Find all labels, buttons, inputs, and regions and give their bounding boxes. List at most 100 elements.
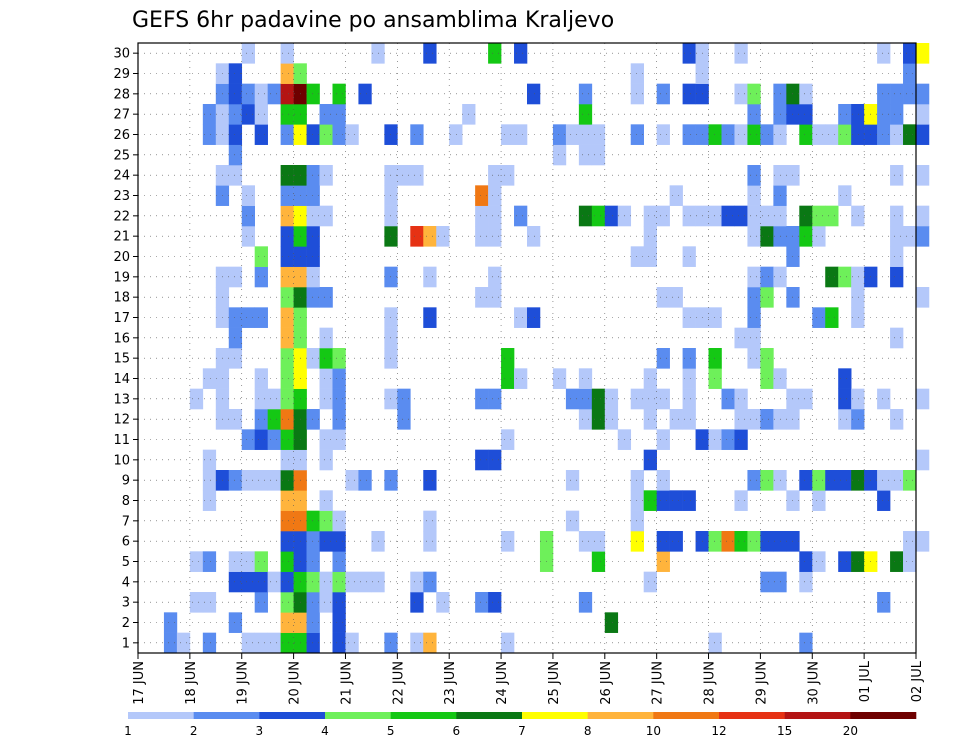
heatmap-cell: [825, 470, 839, 491]
heatmap-cell: [760, 470, 774, 491]
heatmap-cell: [604, 409, 619, 430]
heatmap-cell: [397, 165, 411, 186]
heatmap-cell: [838, 124, 852, 145]
legend-swatch: [653, 712, 720, 719]
heatmap-cell: [643, 226, 657, 247]
heatmap-cell: [643, 490, 657, 511]
y-tick-label: 5: [122, 555, 130, 570]
y-tick-label: 19: [113, 270, 130, 285]
heatmap-cell: [890, 409, 904, 430]
heatmap-cell: [202, 632, 217, 654]
heatmap-cell: [656, 124, 670, 145]
heatmap-cell: [384, 470, 398, 491]
heatmap-cell: [228, 327, 243, 349]
heatmap-cell: [306, 348, 320, 369]
heatmap-cell: [228, 165, 243, 186]
heatmap-cell: [527, 307, 541, 328]
heatmap-cell: [410, 632, 424, 654]
heatmap-cell: [280, 226, 294, 247]
y-tick-label: 7: [122, 514, 130, 529]
heatmap-cell: [280, 592, 294, 613]
heatmap-cell: [708, 205, 722, 227]
heatmap-cell: [254, 368, 268, 389]
heatmap-cell: [591, 388, 606, 410]
heatmap-cell: [384, 226, 398, 247]
heatmap-cell: [565, 124, 580, 145]
heatmap-cell: [319, 287, 333, 308]
heatmap-cell: [708, 124, 722, 145]
heatmap-cell: [280, 551, 294, 572]
heatmap-cell: [241, 226, 255, 247]
x-tick-label: 18 JUN: [184, 661, 199, 705]
legend-swatch: [587, 712, 654, 719]
heatmap-cell: [656, 490, 670, 511]
heatmap-cell: [384, 632, 398, 654]
heatmap-cell: [916, 124, 930, 145]
heatmap-cell: [306, 510, 320, 532]
heatmap-cell: [721, 388, 735, 410]
heatmap-cell: [747, 266, 761, 288]
plot-frame: [137, 42, 917, 654]
heatmap-cell: [630, 124, 644, 145]
heatmap-cell: [747, 185, 761, 206]
heatmap-cell: [163, 612, 178, 633]
heatmap-cell: [578, 83, 593, 105]
heatmap-cell: [656, 287, 670, 308]
heatmap-cell: [319, 104, 333, 125]
heatmap-cell: [682, 348, 696, 369]
heatmap-cell: [280, 287, 294, 308]
heatmap-cell: [306, 571, 320, 593]
heatmap-cell: [423, 43, 437, 64]
heatmap-cell: [565, 510, 580, 532]
heatmap-cell: [747, 83, 761, 105]
heatmap-cell: [423, 531, 437, 552]
heatmap-cell: [630, 246, 644, 267]
heatmap-cell: [656, 531, 670, 552]
heatmap-cell: [189, 388, 204, 410]
heatmap-cell: [280, 266, 294, 288]
heatmap-cell: [384, 165, 398, 186]
heatmap-cell: [241, 551, 255, 572]
heatmap-cell: [332, 409, 346, 430]
heatmap-cell: [423, 307, 437, 328]
heatmap-cell: [630, 510, 644, 532]
heatmap-cell: [475, 449, 489, 471]
heatmap-cell: [682, 83, 696, 105]
heatmap-cell: [280, 571, 294, 593]
heatmap-cell: [306, 266, 320, 288]
heatmap-cell: [306, 246, 320, 267]
x-tick-label: 17 JUN: [132, 661, 147, 705]
legend-label: 12: [711, 724, 726, 738]
heatmap-cell: [267, 409, 281, 430]
heatmap-cell: [877, 124, 891, 145]
heatmap-cell: [306, 612, 320, 633]
heatmap-cell: [280, 368, 294, 389]
heatmap-cell: [825, 124, 839, 145]
y-tick-label: 21: [113, 230, 130, 245]
heatmap-cell: [241, 470, 255, 491]
heatmap-cell: [552, 144, 567, 166]
heatmap-cell: [202, 551, 217, 572]
heatmap-cell: [604, 388, 619, 410]
heatmap-cell: [319, 348, 333, 369]
heatmap-cell: [319, 531, 333, 552]
heatmap-cell: [916, 43, 930, 64]
y-tick-label: 23: [113, 189, 130, 204]
heatmap-cell: [890, 205, 904, 227]
x-tick-label: 21 JUN: [340, 661, 355, 705]
heatmap-cell: [332, 388, 346, 410]
chart-title: GEFS 6hr padavine po ansamblima Kraljevo: [132, 8, 614, 33]
heatmap-cell: [838, 470, 852, 491]
heatmap-cell: [280, 43, 294, 64]
heatmap-cell: [682, 388, 696, 410]
heatmap-cell: [202, 490, 217, 511]
heatmap-cell: [306, 632, 320, 654]
heatmap-cell: [734, 124, 748, 145]
heatmap-cell: [280, 205, 294, 227]
x-tick-label: 20 JUN: [288, 661, 303, 705]
y-tick-label: 11: [113, 433, 130, 448]
heatmap-cell: [799, 104, 813, 125]
heatmap-cell: [306, 185, 320, 206]
heatmap-cell: [760, 571, 774, 593]
